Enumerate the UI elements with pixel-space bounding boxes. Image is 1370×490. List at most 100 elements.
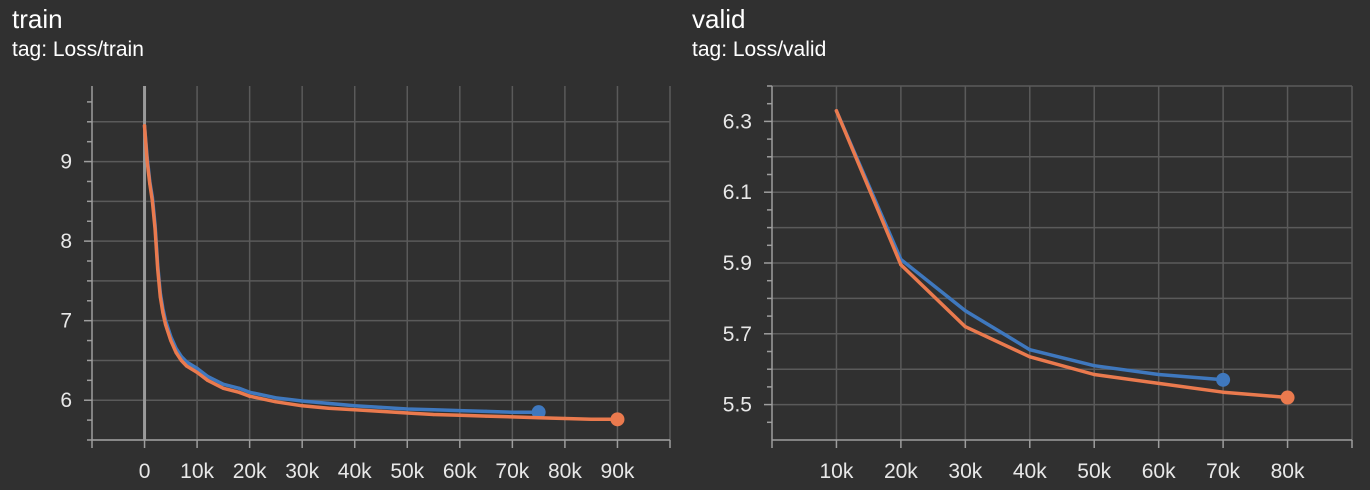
x-tick-label: 80k	[1271, 460, 1305, 483]
y-tick-label: 5.7	[723, 323, 752, 346]
x-tick-label: 40k	[1013, 460, 1047, 483]
x-tick-label: 70k	[1206, 460, 1240, 483]
data-point	[326, 401, 331, 406]
data-point	[379, 409, 383, 413]
y-tick-label: 6.1	[723, 181, 752, 204]
data-point	[142, 124, 147, 128]
data-point	[458, 413, 462, 417]
series-line	[142, 124, 541, 414]
data-point	[537, 416, 541, 420]
data-point	[156, 267, 160, 271]
x-tick-label: 60k	[443, 460, 477, 483]
data-point	[1092, 372, 1096, 377]
data-point	[1221, 390, 1225, 394]
x-tick-label: 20k	[233, 460, 267, 483]
series-line	[142, 124, 620, 422]
data-point	[1092, 364, 1096, 368]
x-tick-label: 50k	[1077, 460, 1111, 483]
data-point	[237, 386, 241, 390]
x-tick-label: 30k	[285, 460, 319, 483]
series-line	[834, 109, 1290, 400]
series-end-marker	[610, 412, 625, 427]
data-point	[484, 409, 488, 413]
axes: 6 7 8 9 0 10k 20k 30k 40k 50k 60k 70k 80k 90k	[60, 86, 671, 483]
data-point	[379, 405, 383, 409]
chart-tag: tag: Loss/train	[12, 38, 144, 61]
data-point	[221, 386, 225, 390]
train-plot[interactable]: 6 7 8 9 0 10k 20k 30k 40k 50k 60k 70k 80k 90k	[0, 0, 680, 490]
data-point	[1157, 381, 1161, 385]
series-1	[142, 124, 546, 420]
data-point	[150, 199, 155, 203]
x-tick-label: 50k	[390, 460, 424, 483]
x-tick-label: 20k	[884, 460, 918, 483]
data-point	[184, 364, 189, 368]
grid	[92, 86, 671, 441]
data-point	[153, 227, 157, 231]
data-point	[1157, 372, 1161, 377]
valid-plot[interactable]: 5.5 5.7 5.9 6.1 6.3 10k 20k 30k 40k 50k 60k 70k 80k	[680, 0, 1370, 490]
x-tick-label: 30k	[948, 460, 982, 483]
data-point	[510, 410, 514, 414]
y-tick-label: 8	[60, 230, 72, 253]
axes: 5.5 5.7 5.9 6.1 6.3 10k 20k 30k 40k 50k 60k 70k 80k	[723, 85, 1353, 483]
data-point	[1028, 348, 1032, 352]
data-point	[963, 325, 967, 329]
data-point	[300, 404, 304, 408]
data-point	[174, 350, 178, 355]
chart-title: valid	[692, 4, 746, 34]
data-point	[237, 390, 241, 394]
data-point	[431, 408, 436, 412]
y-tick-label: 7	[60, 310, 72, 333]
data-point	[145, 159, 149, 164]
x-tick-label: 0	[139, 460, 151, 483]
series-end-marker	[531, 405, 546, 420]
data-point	[353, 404, 357, 408]
data-point	[405, 407, 409, 411]
data-point	[195, 370, 199, 374]
x-tick-label: 40k	[338, 460, 372, 483]
x-tick-label: 70k	[495, 460, 529, 483]
data-point	[589, 417, 593, 421]
data-point	[510, 415, 514, 419]
data-point	[458, 408, 462, 413]
data-point	[195, 366, 199, 371]
data-point	[963, 309, 967, 313]
data-point	[834, 109, 839, 113]
series-end-marker	[1280, 390, 1295, 405]
y-tick-label: 9	[60, 151, 72, 174]
y-tick-label: 6.3	[723, 110, 752, 133]
x-tick-label: 80k	[548, 460, 582, 483]
data-point	[484, 414, 488, 418]
data-point	[899, 263, 903, 267]
y-tick-label: 5.5	[723, 394, 752, 417]
data-point	[563, 416, 567, 421]
data-point	[274, 396, 278, 400]
series-end-marker	[1216, 372, 1231, 387]
x-tick-label: 10k	[820, 460, 854, 483]
chart-title: train	[12, 4, 63, 34]
chart-tag: tag: Loss/valid	[692, 38, 827, 61]
x-tick-label: 60k	[1142, 460, 1176, 483]
x-tick-label: 90k	[601, 460, 635, 483]
data-point	[158, 295, 162, 299]
data-point	[179, 358, 183, 363]
data-point	[405, 411, 409, 415]
data-point	[221, 382, 225, 386]
data-point	[431, 412, 436, 417]
y-tick-label: 5.9	[723, 252, 752, 275]
data-point	[326, 406, 331, 410]
grid	[772, 85, 1353, 440]
y-tick-label: 6	[60, 389, 72, 412]
x-tick-label: 10k	[180, 460, 214, 483]
data-point	[248, 390, 252, 394]
data-point	[248, 394, 252, 398]
data-point	[148, 182, 152, 186]
data-point	[206, 374, 210, 378]
data-point	[206, 378, 210, 382]
valid-chart-panel: valid tag: Loss/valid 5.5 5.7 5.9 6.1 6.3 10k…	[680, 0, 1370, 490]
data-point	[161, 311, 165, 315]
data-point	[300, 399, 304, 403]
data-point	[169, 338, 173, 343]
data-point	[1028, 355, 1032, 359]
